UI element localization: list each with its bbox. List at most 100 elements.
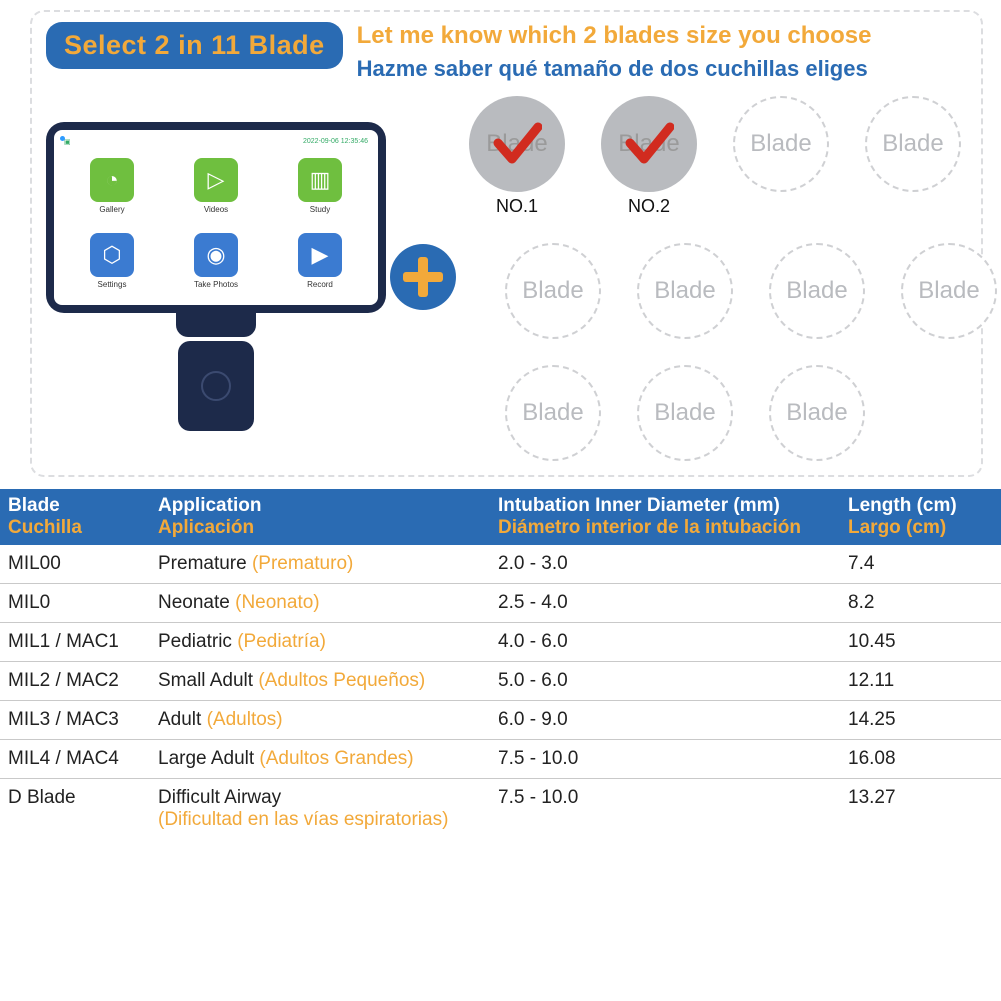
power-button-icon [201, 371, 231, 401]
cell-diameter: 5.0 - 6.0 [490, 662, 840, 701]
cell-blade: MIL1 / MAC1 [0, 623, 150, 662]
th-diameter: Intubation Inner Diameter (mm) Diámetro … [490, 489, 840, 545]
table-row: MIL2 / MAC2Small Adult (Adultos Pequeños… [0, 662, 1001, 701]
cell-application: Large Adult (Adultos Grandes) [150, 740, 490, 779]
blade-slot[interactable]: Blade [766, 365, 868, 461]
app-icon: ◔ [90, 158, 134, 202]
app-cell: ⬡ Settings [90, 233, 134, 289]
blade-circle[interactable]: Blade [469, 96, 565, 192]
blade-slot[interactable]: Blade [502, 365, 604, 461]
app-label: Study [310, 205, 330, 214]
table-header-row: Blade Cuchilla Application Aplicación In… [0, 489, 1001, 545]
app-icon: ▶ [298, 233, 342, 277]
plus-icon [390, 244, 456, 310]
circles-row-1: Blade NO.1 Blade NO.2 Blade Blade [466, 96, 964, 217]
cell-diameter: 2.5 - 4.0 [490, 584, 840, 623]
title-es: Hazme saber qué tamaño de dos cuchillas … [357, 56, 967, 82]
circles-row-2: Blade Blade Blade Blade [466, 243, 1000, 339]
blade-circle[interactable]: Blade [505, 243, 601, 339]
blade-circles: BladeNO.1BladeNO.2BladeBlade BladeBladeB… [460, 96, 1000, 461]
blade-slot-label: NO.2 [628, 196, 670, 217]
blade-slot[interactable]: Blade [634, 243, 736, 339]
cell-application: Pediatric (Pediatría) [150, 623, 490, 662]
app-icon: ⬡ [90, 233, 134, 277]
th-application: Application Aplicación [150, 489, 490, 545]
cell-length: 12.11 [840, 662, 1001, 701]
cell-diameter: 6.0 - 9.0 [490, 701, 840, 740]
cell-blade: MIL4 / MAC4 [0, 740, 150, 779]
app-cell: ◔Gallery [90, 158, 134, 214]
blade-circle[interactable]: Blade [505, 365, 601, 461]
blade-circle[interactable]: Blade [769, 365, 865, 461]
app-cell: ▷ Videos [194, 158, 238, 214]
table-row: D BladeDifficult Airway(Dificultad en la… [0, 779, 1001, 840]
blade-circle[interactable]: Blade [865, 96, 961, 192]
device-hinge [176, 311, 256, 337]
check-icon [624, 119, 674, 169]
blade-circle[interactable]: Blade [733, 96, 829, 192]
cell-length: 16.08 [840, 740, 1001, 779]
blade-slot-label: NO.1 [496, 196, 538, 217]
app-cell: ◉ Take Photos [194, 233, 238, 289]
blade-slot[interactable]: Blade [730, 96, 832, 217]
header-row: Select 2 in 11 Blade Let me know which 2… [46, 22, 967, 82]
app-label: Record [307, 280, 333, 289]
circles-row-3: Blade Blade Blade [466, 365, 868, 461]
cell-application: Adult (Adultos) [150, 701, 490, 740]
led-icon [60, 136, 65, 141]
select-badge: Select 2 in 11 Blade [46, 22, 343, 69]
device: ▣ 2022-09-06 12:35:46 ◔Gallery ▷ Videos ▥St… [46, 122, 386, 431]
blade-circle[interactable]: Blade [901, 243, 997, 339]
cell-length: 13.27 [840, 779, 1001, 840]
selection-panel: Select 2 in 11 Blade Let me know which 2… [30, 10, 983, 477]
blade-slot[interactable]: Blade NO.2 [598, 96, 700, 217]
blade-slot[interactable]: Blade NO.1 [466, 96, 568, 217]
app-cell: ▶ Record [298, 233, 342, 289]
app-cell: ▥Study [298, 158, 342, 214]
blade-slot[interactable]: Blade [766, 243, 868, 339]
blade-spec-table: Blade Cuchilla Application Aplicación In… [0, 489, 1001, 839]
cell-application: Neonate (Neonato) [150, 584, 490, 623]
cell-diameter: 4.0 - 6.0 [490, 623, 840, 662]
clock-text: 2022-09-06 12:35:46 [303, 138, 368, 146]
table-row: MIL1 / MAC1Pediatric (Pediatría)4.0 - 6.… [0, 623, 1001, 662]
cell-length: 8.2 [840, 584, 1001, 623]
blade-circle[interactable]: Blade [769, 243, 865, 339]
app-label: Settings [98, 280, 127, 289]
blade-circle[interactable]: Blade [637, 365, 733, 461]
table-body: MIL00Premature (Prematuro)2.0 - 3.07.4MI… [0, 545, 1001, 839]
cell-diameter: 2.0 - 3.0 [490, 545, 840, 584]
cell-blade: MIL2 / MAC2 [0, 662, 150, 701]
title-en: Let me know which 2 blades size you choo… [357, 22, 967, 50]
th-length: Length (cm) Largo (cm) [840, 489, 1001, 545]
battery-icon: ▣ [64, 138, 71, 146]
body-row: ▣ 2022-09-06 12:35:46 ◔Gallery ▷ Videos ▥St… [46, 92, 967, 461]
cell-length: 7.4 [840, 545, 1001, 584]
cell-application: Small Adult (Adultos Pequeños) [150, 662, 490, 701]
check-icon [492, 119, 542, 169]
cell-length: 14.25 [840, 701, 1001, 740]
app-label: Take Photos [194, 280, 238, 289]
cell-blade: MIL00 [0, 545, 150, 584]
device-screen: ▣ 2022-09-06 12:35:46 ◔Gallery ▷ Videos ▥St… [46, 122, 386, 313]
blade-slot[interactable]: Blade [898, 243, 1000, 339]
cell-diameter: 7.5 - 10.0 [490, 740, 840, 779]
app-icon: ◉ [194, 233, 238, 277]
app-label: Videos [204, 205, 228, 214]
th-blade: Blade Cuchilla [0, 489, 150, 545]
app-grid: ◔Gallery ▷ Videos ▥Study ⬡ Settings ◉ Take Phot… [64, 150, 368, 297]
app-icon: ▷ [194, 158, 238, 202]
screen-inner: ▣ 2022-09-06 12:35:46 ◔Gallery ▷ Videos ▥St… [54, 130, 378, 305]
blade-slot[interactable]: Blade [502, 243, 604, 339]
blade-slot[interactable]: Blade [862, 96, 964, 217]
blade-circle[interactable]: Blade [601, 96, 697, 192]
cell-blade: D Blade [0, 779, 150, 840]
table-row: MIL4 / MAC4Large Adult (Adultos Grandes)… [0, 740, 1001, 779]
cell-length: 10.45 [840, 623, 1001, 662]
blade-slot[interactable]: Blade [634, 365, 736, 461]
blade-circle[interactable]: Blade [637, 243, 733, 339]
cell-application: Difficult Airway(Dificultad en las vías … [150, 779, 490, 840]
cell-blade: MIL3 / MAC3 [0, 701, 150, 740]
device-handle [178, 341, 254, 431]
cell-blade: MIL0 [0, 584, 150, 623]
